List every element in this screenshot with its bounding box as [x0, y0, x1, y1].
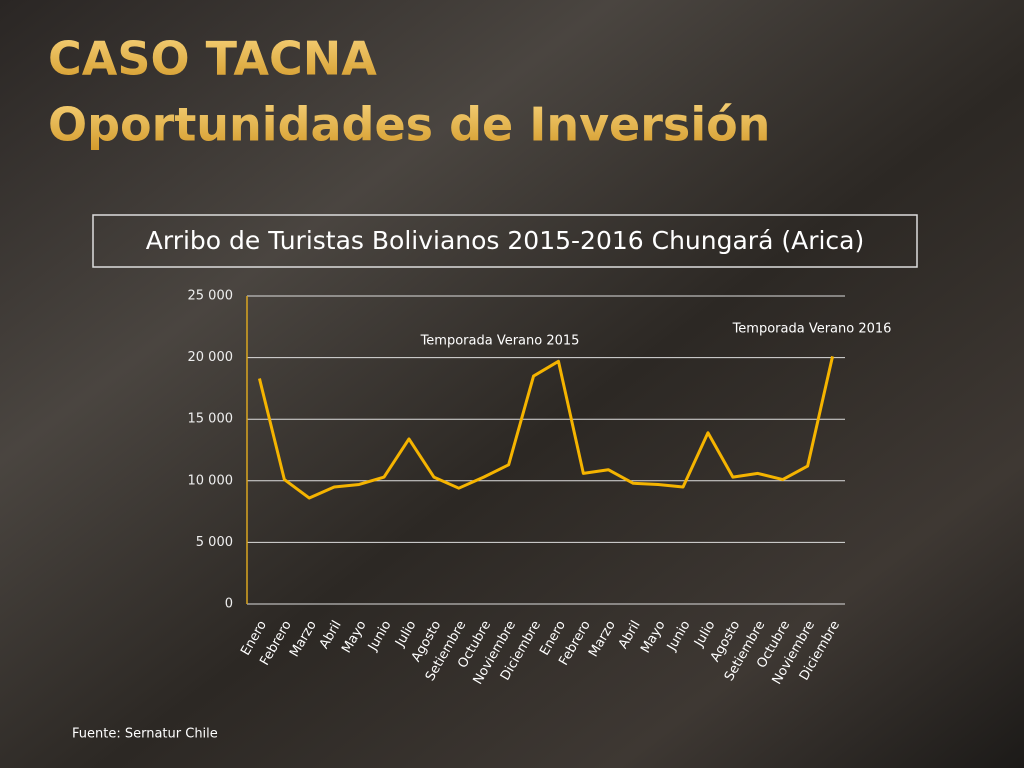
y-tick-label: 25 000: [188, 289, 234, 304]
y-tick-label: 0: [225, 597, 233, 612]
annotation: Temporada Verano 2015: [420, 334, 580, 349]
slide-title: Oportunidades de Inversión: [48, 98, 770, 152]
chart-title: Arribo de Turistas Bolivianos 2015-2016 …: [146, 226, 864, 255]
y-tick-label: 5 000: [196, 535, 233, 550]
y-tick-label: 20 000: [188, 350, 234, 365]
annotation: Temporada Verano 2016: [732, 322, 892, 337]
slide-title: CASO TACNA: [48, 32, 377, 86]
line: [258, 356, 835, 500]
y-tick-label: 10 000: [188, 473, 234, 488]
chart-title-box: [92, 214, 918, 268]
y-tick-label: 15 000: [188, 412, 234, 427]
source: Fuente: Sernatur Chile: [72, 727, 218, 742]
